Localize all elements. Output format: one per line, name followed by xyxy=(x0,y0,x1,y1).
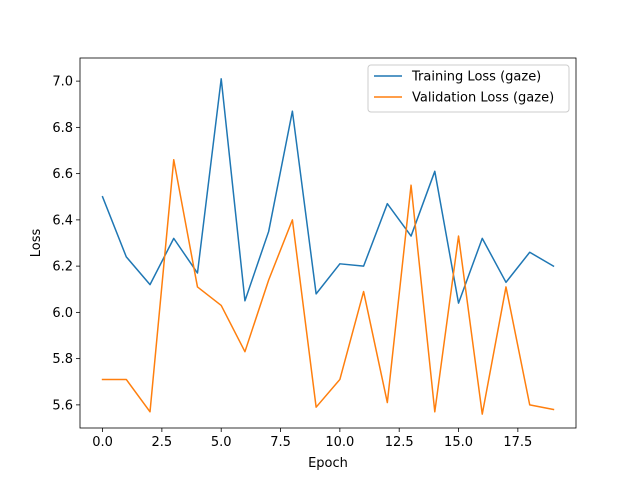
x-tick-label: 10.0 xyxy=(325,435,354,450)
plot-frame xyxy=(79,57,577,429)
y-tick-label: 6.0 xyxy=(52,306,73,321)
legend: Training Loss (gaze) Validation Loss (gaz… xyxy=(367,64,570,113)
x-tick-label: 12.5 xyxy=(385,435,414,450)
y-axis: 5.6 5.8 6.0 6.2 6.4 6.6 6.8 7.0 xyxy=(52,75,80,413)
x-tick-label: 15.0 xyxy=(444,435,473,450)
y-tick-label: 6.2 xyxy=(52,260,73,275)
y-tick-label: 5.6 xyxy=(52,398,73,413)
series-layer xyxy=(101,78,555,415)
series-line-validation-loss xyxy=(101,159,555,415)
y-axis-title: Loss xyxy=(29,229,44,258)
x-tick-label: 5.0 xyxy=(211,435,232,450)
x-tick-label: 17.5 xyxy=(503,435,532,450)
y-tick-label: 7.0 xyxy=(52,75,73,90)
x-tick-label: 7.5 xyxy=(270,435,291,450)
legend-label: Training Loss (gaze) xyxy=(411,70,541,85)
x-tick-label: 0.0 xyxy=(92,435,113,450)
x-tick-label: 2.5 xyxy=(152,435,173,450)
y-tick-label: 5.8 xyxy=(52,352,73,367)
y-tick-label: 6.6 xyxy=(52,167,73,182)
y-tick-label: 6.4 xyxy=(52,213,73,228)
legend-label: Validation Loss (gaze) xyxy=(412,91,554,106)
plot-background xyxy=(80,58,576,428)
y-tick-label: 6.8 xyxy=(52,121,73,136)
series-line-training-loss xyxy=(101,78,555,304)
x-axis: 0.0 2.5 5.0 7.5 10.0 12.5 15.0 17.5 xyxy=(92,428,532,450)
x-axis-title: Epoch xyxy=(308,456,348,471)
legend-box xyxy=(367,64,570,113)
